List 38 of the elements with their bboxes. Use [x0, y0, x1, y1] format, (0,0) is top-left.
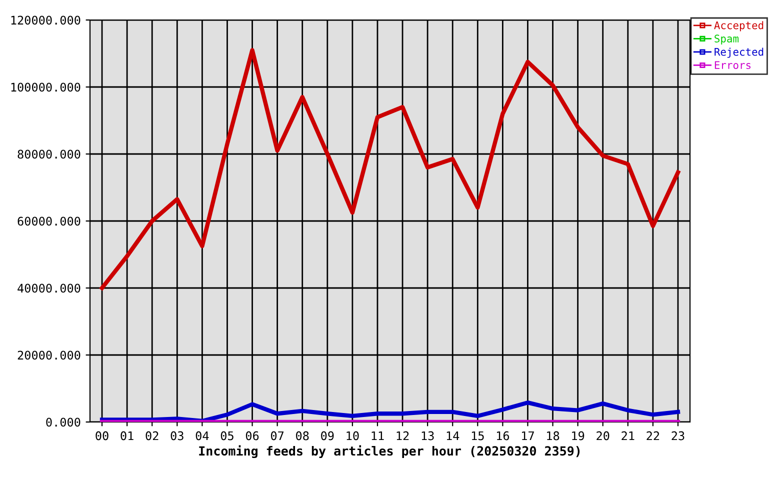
- x-tick-label: 11: [372, 431, 384, 440]
- x-tick-label: 08: [296, 431, 309, 440]
- x-axis-title: Incoming feeds by articles per hour (20250320 2359): [199, 445, 580, 458]
- legend-label: Accepted: [714, 21, 764, 32]
- legend-label: Rejected: [714, 48, 764, 58]
- x-tick-label: 13: [422, 431, 434, 440]
- x-tick-label: 15: [472, 431, 484, 440]
- y-tick-label: 40000.000: [18, 284, 80, 293]
- legend-label: Spam: [714, 34, 739, 45]
- y-tick-label: 20000.000: [18, 350, 80, 360]
- y-tick-label: 100000.000: [11, 82, 80, 92]
- y-tick-label: 0.000: [46, 418, 80, 427]
- x-tick-label: 05: [220, 431, 234, 440]
- x-tick-label: 04: [196, 431, 209, 440]
- x-tick-label: 14: [446, 431, 460, 440]
- x-tick-label: 19: [572, 431, 584, 440]
- x-tick-label: 03: [170, 431, 184, 440]
- x-tick-label: 09: [321, 431, 334, 440]
- x-tick-label: 17: [522, 431, 534, 440]
- x-tick-label: 12: [396, 431, 409, 440]
- x-tick-label: 18: [547, 431, 560, 440]
- legend-label: Errors: [714, 61, 751, 70]
- x-tick-label: 01: [120, 431, 134, 440]
- x-tick-label: 21: [622, 431, 634, 440]
- x-tick-label: 22: [646, 431, 660, 440]
- x-tick-label: 20: [596, 431, 610, 440]
- x-tick-label: 06: [246, 431, 259, 440]
- line-series: [100, 48, 680, 290]
- y-tick-label: 60000.000: [18, 216, 80, 226]
- y-tick-label: 120000.000: [11, 16, 80, 25]
- x-tick-label: 10: [346, 431, 359, 440]
- x-tick-label: 00: [96, 431, 108, 440]
- x-tick-label: 23: [672, 431, 684, 440]
- x-tick-label: 16: [497, 431, 510, 440]
- x-tick-label: 02: [146, 431, 158, 440]
- x-tick-label: 07: [270, 431, 284, 440]
- y-tick-label: 80000.000: [18, 150, 80, 159]
- line-series: [100, 400, 680, 422]
